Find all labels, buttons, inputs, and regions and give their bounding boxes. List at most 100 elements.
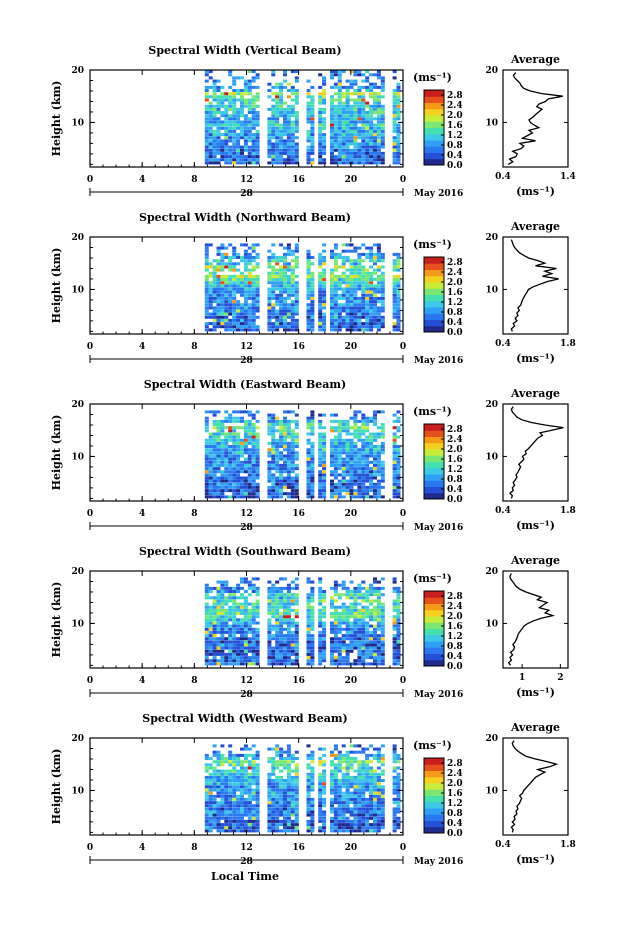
heatmap-cell bbox=[247, 451, 252, 455]
heatmap-cell bbox=[361, 325, 366, 329]
heatmap-cell bbox=[247, 791, 252, 795]
heatmap-cell bbox=[322, 608, 327, 612]
heatmap-cell bbox=[247, 659, 252, 663]
heatmap-cell bbox=[271, 441, 276, 445]
heatmap-cell bbox=[220, 813, 225, 817]
heatmap-cell bbox=[243, 599, 248, 603]
heatmap-cell bbox=[243, 315, 248, 319]
heatmap-cell bbox=[204, 816, 209, 820]
heatmap-cell bbox=[361, 580, 366, 584]
heatmap-cell bbox=[204, 309, 209, 313]
heatmap-cell bbox=[236, 98, 241, 102]
heatmap-cell bbox=[392, 454, 397, 458]
heatmap-cell bbox=[353, 129, 358, 133]
heatmap-cell bbox=[228, 460, 233, 464]
heatmap-cell bbox=[220, 485, 225, 489]
heatmap-cell bbox=[365, 454, 370, 458]
heatmap-cell bbox=[283, 435, 287, 439]
heatmap-cell bbox=[369, 325, 374, 329]
heatmap-cell bbox=[204, 451, 209, 455]
heatmap-cell bbox=[251, 325, 256, 329]
heatmap-cell bbox=[275, 133, 280, 137]
heatmap-cell bbox=[396, 145, 401, 149]
heatmap-cell bbox=[333, 243, 338, 247]
heatmap-cell bbox=[365, 318, 370, 322]
heatmap-cell bbox=[232, 612, 237, 615]
heatmap-cell bbox=[361, 429, 366, 433]
heatmap-cell bbox=[369, 448, 374, 452]
heatmap-cell bbox=[243, 659, 248, 663]
heatmap-cell bbox=[243, 760, 248, 764]
heatmap-cell bbox=[283, 662, 287, 666]
heatmap-cell bbox=[330, 309, 334, 313]
heatmap-cell bbox=[345, 467, 350, 471]
heatmap-cell bbox=[224, 419, 229, 423]
heatmap-cell bbox=[220, 256, 225, 259]
heatmap-cell bbox=[294, 467, 299, 471]
average-title: Average bbox=[510, 53, 560, 66]
heatmap-cell bbox=[279, 586, 284, 590]
heatmap-cell bbox=[212, 312, 217, 316]
heatmap-cell bbox=[392, 136, 397, 140]
heatmap-cell bbox=[306, 155, 311, 159]
heatmap-cell bbox=[357, 151, 362, 155]
heatmap-cell bbox=[283, 246, 287, 250]
colorbar-segment bbox=[424, 96, 444, 103]
heatmap-cell bbox=[310, 413, 315, 417]
heatmap-cell bbox=[396, 646, 401, 650]
heatmap-cell bbox=[361, 426, 366, 430]
heatmap-cell bbox=[212, 457, 217, 461]
heatmap-cell bbox=[341, 448, 346, 452]
heatmap-cell bbox=[220, 624, 225, 628]
heatmap-cell bbox=[236, 612, 241, 615]
heatmap-cell bbox=[306, 441, 311, 445]
heatmap-cell bbox=[224, 296, 229, 300]
heatmap-cell bbox=[306, 473, 311, 477]
heatmap-cell bbox=[220, 823, 225, 827]
heatmap-cell bbox=[306, 485, 311, 489]
heatmap-cell bbox=[373, 284, 377, 288]
heatmap-cell bbox=[240, 659, 244, 663]
heatmap-cell bbox=[290, 155, 295, 159]
heatmap-cell bbox=[228, 823, 233, 827]
heatmap-cell bbox=[294, 797, 299, 801]
heatmap-cell bbox=[290, 287, 295, 291]
heatmap-cell bbox=[341, 605, 346, 609]
heatmap-cell bbox=[341, 659, 346, 663]
heatmap-cell bbox=[247, 123, 252, 127]
heatmap-cell bbox=[365, 652, 370, 656]
heatmap-cell bbox=[365, 114, 370, 118]
heatmap-cell bbox=[286, 757, 291, 760]
heatmap-cell bbox=[333, 246, 338, 250]
heatmap-cell bbox=[208, 612, 213, 615]
heatmap-cell bbox=[271, 133, 276, 137]
heatmap-cell bbox=[243, 451, 248, 455]
heatmap-cell bbox=[337, 605, 342, 609]
heatmap-cell bbox=[365, 101, 370, 105]
heatmap-cell bbox=[275, 129, 280, 133]
heatmap-cell bbox=[294, 649, 299, 653]
heatmap-cell bbox=[283, 782, 287, 786]
heatmap-cell bbox=[212, 476, 217, 480]
heatmap-cell bbox=[228, 265, 233, 269]
heatmap-cell bbox=[376, 98, 381, 102]
heatmap-cell bbox=[349, 312, 354, 316]
heatmap-cell bbox=[330, 454, 334, 458]
heatmap-cell bbox=[251, 120, 256, 124]
heatmap-cell bbox=[353, 126, 358, 130]
heatmap-cell bbox=[290, 652, 295, 656]
heatmap-cell bbox=[236, 126, 241, 130]
heatmap-cell bbox=[341, 593, 346, 597]
heatmap-cell bbox=[204, 753, 209, 757]
heatmap-cell bbox=[294, 300, 299, 304]
heatmap-cell bbox=[286, 432, 291, 436]
heatmap-cell bbox=[306, 608, 311, 612]
heatmap-cell bbox=[294, 775, 299, 779]
heatmap-cell bbox=[286, 750, 291, 754]
heatmap-cell bbox=[236, 325, 241, 329]
heatmap-cell bbox=[267, 804, 272, 808]
heatmap-cell bbox=[216, 621, 221, 625]
heatmap-cell bbox=[310, 120, 315, 124]
heatmap-cell bbox=[310, 627, 315, 631]
heatmap-cell bbox=[345, 662, 350, 666]
